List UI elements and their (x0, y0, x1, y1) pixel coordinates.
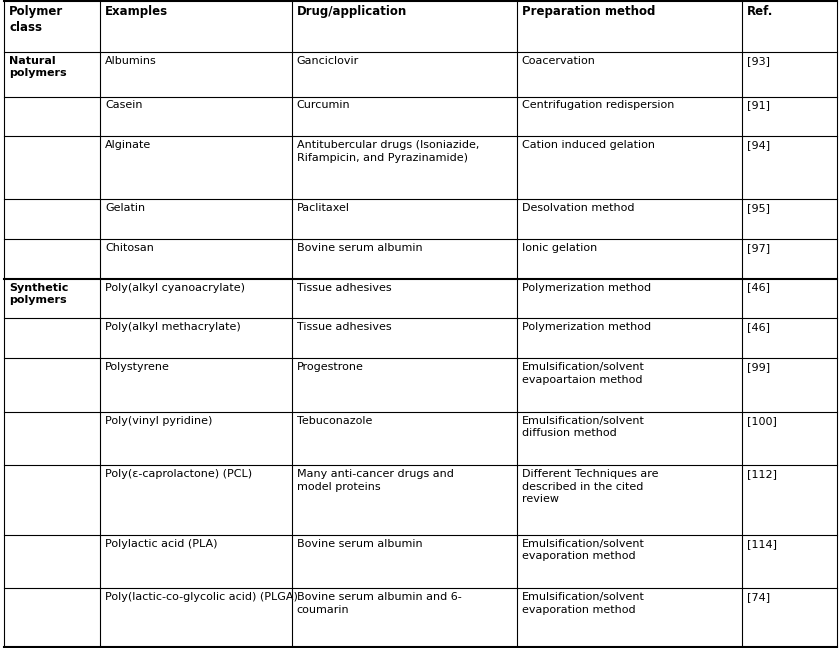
Text: [91]: [91] (747, 100, 769, 110)
Text: Bovine serum albumin: Bovine serum albumin (297, 538, 422, 549)
Text: Progestrone: Progestrone (297, 362, 363, 372)
Text: Emulsification/solvent
evaporation method: Emulsification/solvent evaporation metho… (522, 592, 644, 615)
Text: Poly(alkyl methacrylate): Poly(alkyl methacrylate) (105, 322, 241, 332)
Text: Emulsification/solvent
evaporation method: Emulsification/solvent evaporation metho… (522, 538, 644, 561)
Text: [94]: [94] (747, 140, 769, 150)
Text: Chitosan: Chitosan (105, 243, 154, 253)
Text: Centrifugation redispersion: Centrifugation redispersion (522, 100, 674, 110)
Text: Bovine serum albumin: Bovine serum albumin (297, 243, 422, 253)
Text: Poly(ε-caprolactone) (PCL): Poly(ε-caprolactone) (PCL) (105, 469, 253, 480)
Text: Preparation method: Preparation method (522, 5, 655, 18)
Text: Polymer
class: Polymer class (9, 5, 64, 34)
Text: Poly(alkyl cyanoacrylate): Poly(alkyl cyanoacrylate) (105, 283, 245, 293)
Text: Bovine serum albumin and 6-
coumarin: Bovine serum albumin and 6- coumarin (297, 592, 461, 615)
Text: Polylactic acid (PLA): Polylactic acid (PLA) (105, 538, 217, 549)
Text: Polystyrene: Polystyrene (105, 362, 170, 372)
Text: Antitubercular drugs (Isoniazide,
Rifampicin, and Pyrazinamide): Antitubercular drugs (Isoniazide, Rifamp… (297, 140, 479, 163)
Text: Tebuconazole: Tebuconazole (297, 416, 372, 426)
Text: Poly(vinyl pyridine): Poly(vinyl pyridine) (105, 416, 212, 426)
Text: Ganciclovir: Ganciclovir (297, 56, 359, 66)
Text: Coacervation: Coacervation (522, 56, 596, 66)
Text: Drug/application: Drug/application (297, 5, 407, 18)
Text: Emulsification/solvent
evapoartaion method: Emulsification/solvent evapoartaion meth… (522, 362, 644, 384)
Text: [97]: [97] (747, 243, 769, 253)
Text: Emulsification/solvent
diffusion method: Emulsification/solvent diffusion method (522, 416, 644, 438)
Text: [100]: [100] (747, 416, 776, 426)
Text: [114]: [114] (747, 538, 777, 549)
Text: Paclitaxel: Paclitaxel (297, 203, 350, 213)
Text: Ionic gelation: Ionic gelation (522, 243, 597, 253)
Text: Gelatin: Gelatin (105, 203, 145, 213)
Text: [46]: [46] (747, 322, 769, 332)
Text: [112]: [112] (747, 469, 777, 480)
Text: [93]: [93] (747, 56, 769, 66)
Text: Curcumin: Curcumin (297, 100, 351, 110)
Text: Many anti-cancer drugs and
model proteins: Many anti-cancer drugs and model protein… (297, 469, 454, 492)
Text: Ref.: Ref. (747, 5, 773, 18)
Text: [99]: [99] (747, 362, 769, 372)
Text: Desolvation method: Desolvation method (522, 203, 634, 213)
Text: Casein: Casein (105, 100, 143, 110)
Text: Alginate: Alginate (105, 140, 151, 150)
Text: Polymerization method: Polymerization method (522, 283, 651, 293)
Text: [74]: [74] (747, 592, 769, 603)
Text: Examples: Examples (105, 5, 168, 18)
Text: Polymerization method: Polymerization method (522, 322, 651, 332)
Text: Albumins: Albumins (105, 56, 157, 66)
Text: [95]: [95] (747, 203, 769, 213)
Text: Different Techniques are
described in the cited
review: Different Techniques are described in th… (522, 469, 658, 504)
Text: Tissue adhesives: Tissue adhesives (297, 283, 391, 293)
Text: Cation induced gelation: Cation induced gelation (522, 140, 654, 150)
Text: Tissue adhesives: Tissue adhesives (297, 322, 391, 332)
Text: Synthetic
polymers: Synthetic polymers (9, 283, 69, 305)
Text: Poly(lactic-co-glycolic acid) (PLGA): Poly(lactic-co-glycolic acid) (PLGA) (105, 592, 298, 603)
Text: [46]: [46] (747, 283, 769, 293)
Text: Natural
polymers: Natural polymers (9, 56, 67, 78)
